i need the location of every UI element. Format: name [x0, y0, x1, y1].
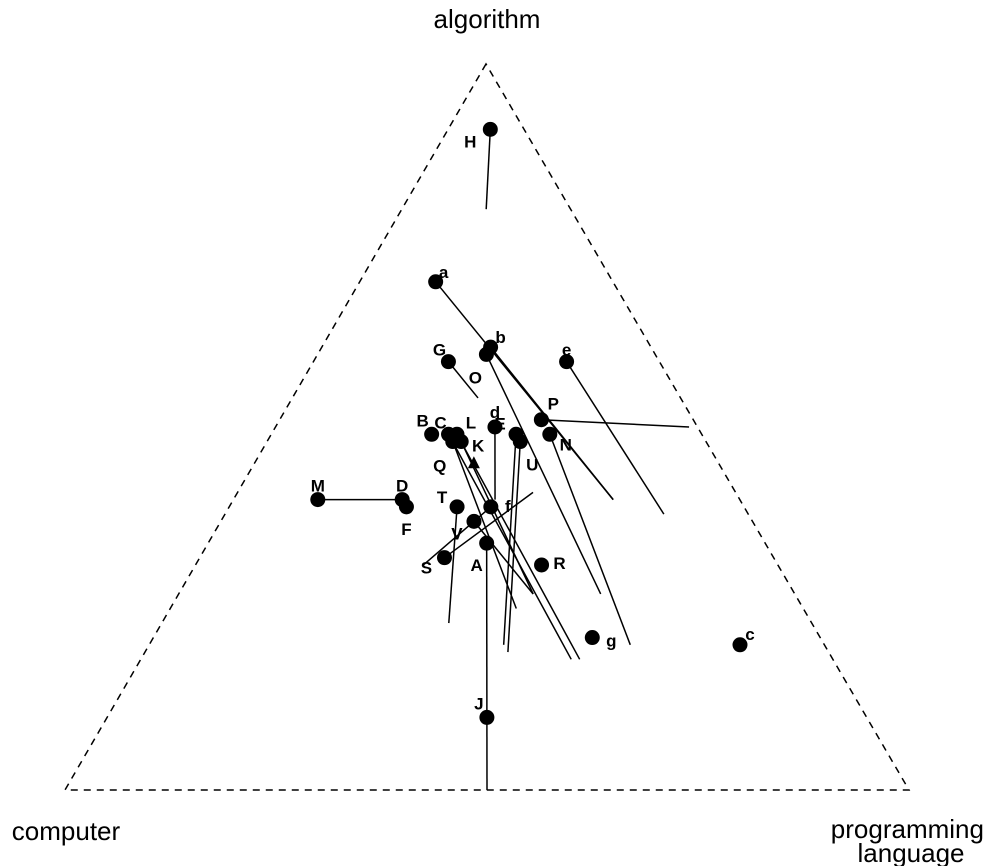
point-label-D: D	[396, 477, 408, 496]
point-marker-U	[512, 434, 528, 450]
point-marker-e	[559, 354, 575, 370]
point-marker-f	[483, 499, 499, 515]
point-marker-Q	[445, 434, 461, 450]
point-label-L: L	[466, 413, 476, 432]
vertex-label-top: algorithm	[434, 4, 541, 34]
point-marker-V	[466, 513, 482, 529]
tail-line-G	[447, 361, 479, 399]
point-marker-R	[534, 557, 550, 573]
point-label-A: A	[471, 556, 483, 575]
point-labels: Ha Gb Oe P B C LK QdE U N M D F T f VS A Rg c J	[311, 132, 755, 713]
point-marker-d	[487, 419, 503, 435]
point-marker-G	[440, 354, 456, 370]
point-label-C: C	[434, 413, 446, 432]
centroid-triangle-marker	[467, 456, 480, 469]
point-marker-a	[428, 274, 444, 290]
point-label-O: O	[469, 368, 482, 387]
point-label-J: J	[474, 694, 483, 713]
point-markers	[310, 121, 748, 725]
point-label-G: G	[433, 341, 446, 360]
point-label-f: f	[505, 497, 511, 516]
tail-line-L	[456, 433, 581, 660]
vertex-label-right-line1: programming	[831, 814, 984, 844]
point-label-U: U	[526, 456, 538, 475]
point-label-P: P	[548, 395, 559, 414]
point-marker-P	[533, 412, 549, 428]
extra-segment-0	[507, 441, 522, 653]
point-label-c: c	[745, 625, 754, 644]
tail-line-P	[541, 418, 690, 428]
tail-line-O	[485, 354, 602, 595]
point-label-T: T	[437, 488, 448, 507]
point-marker-O	[478, 346, 494, 362]
point-label-E: E	[494, 414, 505, 433]
point-label-g: g	[606, 632, 616, 651]
tail-line-N	[549, 433, 631, 646]
vertex-label-left: computer	[12, 816, 121, 846]
point-marker-T	[449, 499, 465, 515]
vertex-label-right-line2: language	[858, 838, 965, 866]
point-label-M: M	[311, 477, 325, 496]
point-marker-c	[732, 637, 748, 653]
point-label-H: H	[464, 132, 476, 151]
point-marker-S	[436, 550, 452, 566]
tail-line-e	[565, 361, 665, 515]
point-marker-M	[310, 492, 326, 508]
tail-lines	[317, 129, 690, 791]
point-marker-N	[542, 426, 558, 442]
point-marker-A	[479, 535, 495, 551]
point-label-a: a	[439, 263, 449, 282]
tail-line-S	[444, 491, 534, 559]
point-label-V: V	[451, 524, 463, 543]
point-marker-g	[584, 630, 600, 646]
point-label-d: d	[490, 403, 500, 422]
point-label-R: R	[553, 554, 565, 573]
point-label-N: N	[560, 435, 572, 454]
point-label-Q: Q	[433, 457, 446, 476]
point-marker-B	[424, 426, 440, 442]
point-label-B: B	[417, 411, 429, 430]
tail-line-b	[490, 346, 614, 501]
tail-line-V	[473, 520, 534, 595]
tail-line-H	[485, 129, 492, 210]
point-marker-H	[482, 121, 498, 137]
point-label-F: F	[401, 520, 411, 539]
point-label-b: b	[495, 328, 505, 347]
point-marker-F	[398, 499, 414, 515]
point-label-K: K	[472, 437, 485, 456]
point-label-S: S	[421, 559, 432, 578]
tail-line-T	[448, 506, 458, 624]
tail-line-Q	[452, 441, 517, 609]
tail-line-E	[502, 434, 517, 645]
vertex-label-right: programming language	[831, 814, 991, 866]
point-label-e: e	[562, 341, 571, 360]
point-marker-J	[479, 709, 495, 725]
